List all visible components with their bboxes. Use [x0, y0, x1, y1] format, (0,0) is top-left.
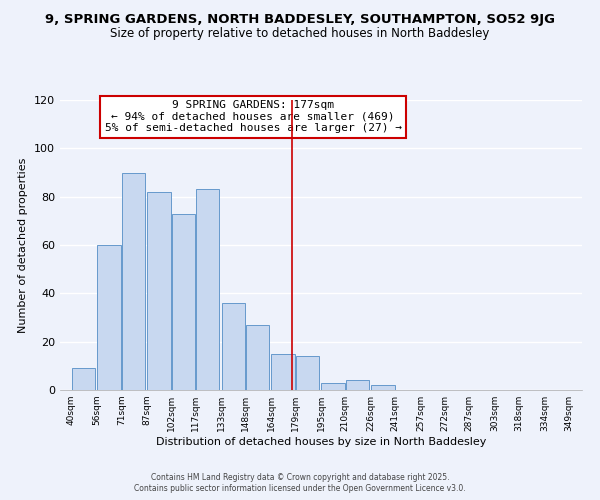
Bar	[245, 325, 269, 390]
Bar	[296, 356, 319, 390]
Text: Size of property relative to detached houses in North Baddesley: Size of property relative to detached ho…	[110, 28, 490, 40]
Bar	[322, 383, 345, 390]
Text: Contains HM Land Registry data © Crown copyright and database right 2025.: Contains HM Land Registry data © Crown c…	[151, 472, 449, 482]
Bar	[196, 190, 219, 390]
Bar	[371, 385, 395, 390]
Bar	[271, 354, 295, 390]
Bar	[71, 368, 95, 390]
Bar	[346, 380, 369, 390]
Bar	[97, 245, 121, 390]
Text: 9 SPRING GARDENS: 177sqm
← 94% of detached houses are smaller (469)
5% of semi-d: 9 SPRING GARDENS: 177sqm ← 94% of detach…	[104, 100, 401, 133]
Y-axis label: Number of detached properties: Number of detached properties	[19, 158, 28, 332]
Bar	[122, 172, 145, 390]
Bar	[172, 214, 195, 390]
Text: 9, SPRING GARDENS, NORTH BADDESLEY, SOUTHAMPTON, SO52 9JG: 9, SPRING GARDENS, NORTH BADDESLEY, SOUT…	[45, 12, 555, 26]
Text: Contains public sector information licensed under the Open Government Licence v3: Contains public sector information licen…	[134, 484, 466, 493]
X-axis label: Distribution of detached houses by size in North Baddesley: Distribution of detached houses by size …	[156, 437, 486, 447]
Bar	[148, 192, 171, 390]
Bar	[221, 303, 245, 390]
